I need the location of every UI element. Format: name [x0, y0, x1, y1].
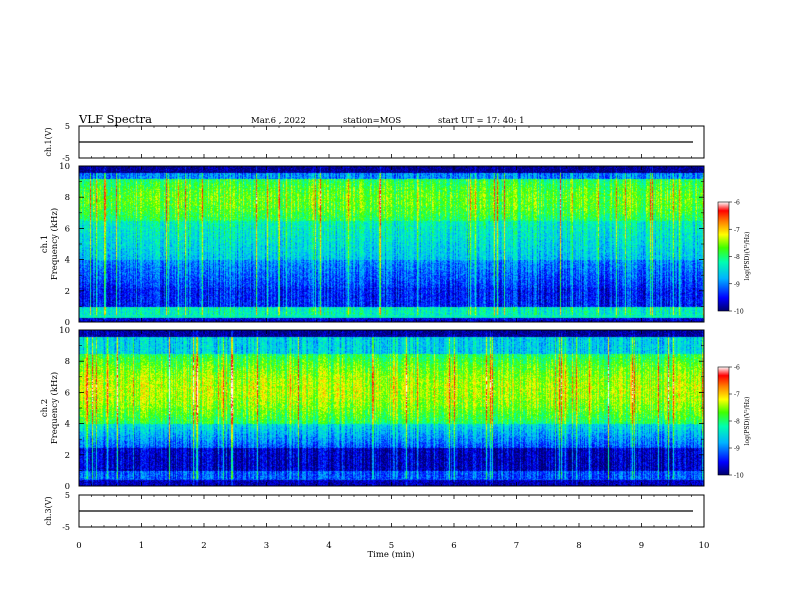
ch1-spectrogram-raster — [79, 166, 704, 322]
ch2-colorbar — [717, 366, 730, 476]
y-tick-label: 8 — [65, 357, 70, 367]
figure-title: VLF Spectra — [78, 112, 152, 126]
ch1-colorbar-label: log(PSD)(V²/Hz) — [744, 232, 751, 281]
ch1-spec-ylabel-frequency: Frequency (kHz) — [49, 208, 60, 280]
y-tick-label: 5 — [65, 122, 70, 131]
y-tick-label: 5 — [65, 491, 70, 500]
x-tick-label: 1 — [139, 541, 144, 551]
y-tick-label: 4 — [65, 256, 70, 266]
ch3-waveform-ylabel: ch.3(V) — [44, 496, 53, 525]
y-tick-label: 2 — [65, 287, 70, 297]
station-label: station=MOS — [343, 116, 401, 126]
x-tick-label: 6 — [451, 541, 456, 551]
y-tick-label: -5 — [62, 154, 70, 163]
y-tick-label: 8 — [65, 193, 70, 203]
x-tick-label: 10 — [699, 541, 710, 551]
colorbar-tick-label: -10 — [734, 473, 744, 480]
colorbar-tick-label: -8 — [734, 254, 740, 261]
ch1-spectrogram-panel — [78, 165, 705, 323]
colorbar-tick-label: -9 — [734, 281, 740, 288]
start-time-label: start UT = 17: 40: 1 — [438, 116, 525, 126]
x-tick-label: 0 — [76, 541, 81, 551]
colorbar-tick-label: -8 — [734, 419, 740, 426]
ch1-spectrogram-image — [79, 166, 704, 322]
ch2-spectrogram-panel — [78, 329, 705, 487]
ch2-spectrogram-raster — [79, 330, 704, 486]
y-tick-label: 6 — [65, 388, 70, 398]
date-label: Mar.6 , 2022 — [251, 116, 306, 126]
ch2-spec-ylabel-frequency: Frequency (kHz) — [49, 372, 60, 444]
x-tick-label: 7 — [514, 541, 519, 551]
ch2-spectrogram-image — [79, 330, 704, 486]
ch1-colorbar — [717, 201, 730, 312]
colorbar-ticks: -6 -7 -8 -9 -10 -6 -7 -8 -9 -10 — [729, 200, 744, 480]
x-tick-label: 5 — [389, 541, 394, 551]
y-tick-label: 6 — [65, 224, 70, 234]
waveform-traces — [79, 141, 693, 512]
y-tick-label: 10 — [59, 326, 70, 336]
y-tick-label: 4 — [65, 420, 70, 430]
y-tick-label: 2 — [65, 451, 70, 461]
y-tick-label: 0 — [65, 318, 70, 328]
ch2-spec-ylabel-channel: ch.2 — [40, 399, 50, 417]
x-tick-label: 3 — [264, 541, 269, 551]
x-axis-label: Time (min) — [367, 549, 414, 560]
x-tick-label: 8 — [576, 541, 581, 551]
ch1-spec-ylabel-channel: ch.1 — [40, 235, 50, 253]
y-tick-label: -5 — [62, 523, 70, 532]
ch2-colorbar-label: log(PSD)(V²/Hz) — [744, 397, 751, 446]
colorbar-tick-label: -9 — [734, 446, 740, 453]
x-tick-label: 9 — [639, 541, 644, 551]
colorbar-tick-label: -7 — [734, 227, 740, 234]
colorbar-tick-label: -10 — [734, 309, 744, 316]
x-tick-label: 2 — [201, 541, 206, 551]
colorbar-tick-label: -6 — [734, 365, 740, 372]
y-tick-label: 10 — [59, 162, 70, 172]
colorbar-tick-label: -6 — [734, 200, 740, 207]
ch1-waveform-ylabel: ch.1(V) — [44, 127, 53, 156]
x-tick-label: 4 — [326, 541, 331, 551]
colorbar-tick-label: -7 — [734, 392, 740, 399]
y-tick-label: 0 — [65, 482, 70, 492]
